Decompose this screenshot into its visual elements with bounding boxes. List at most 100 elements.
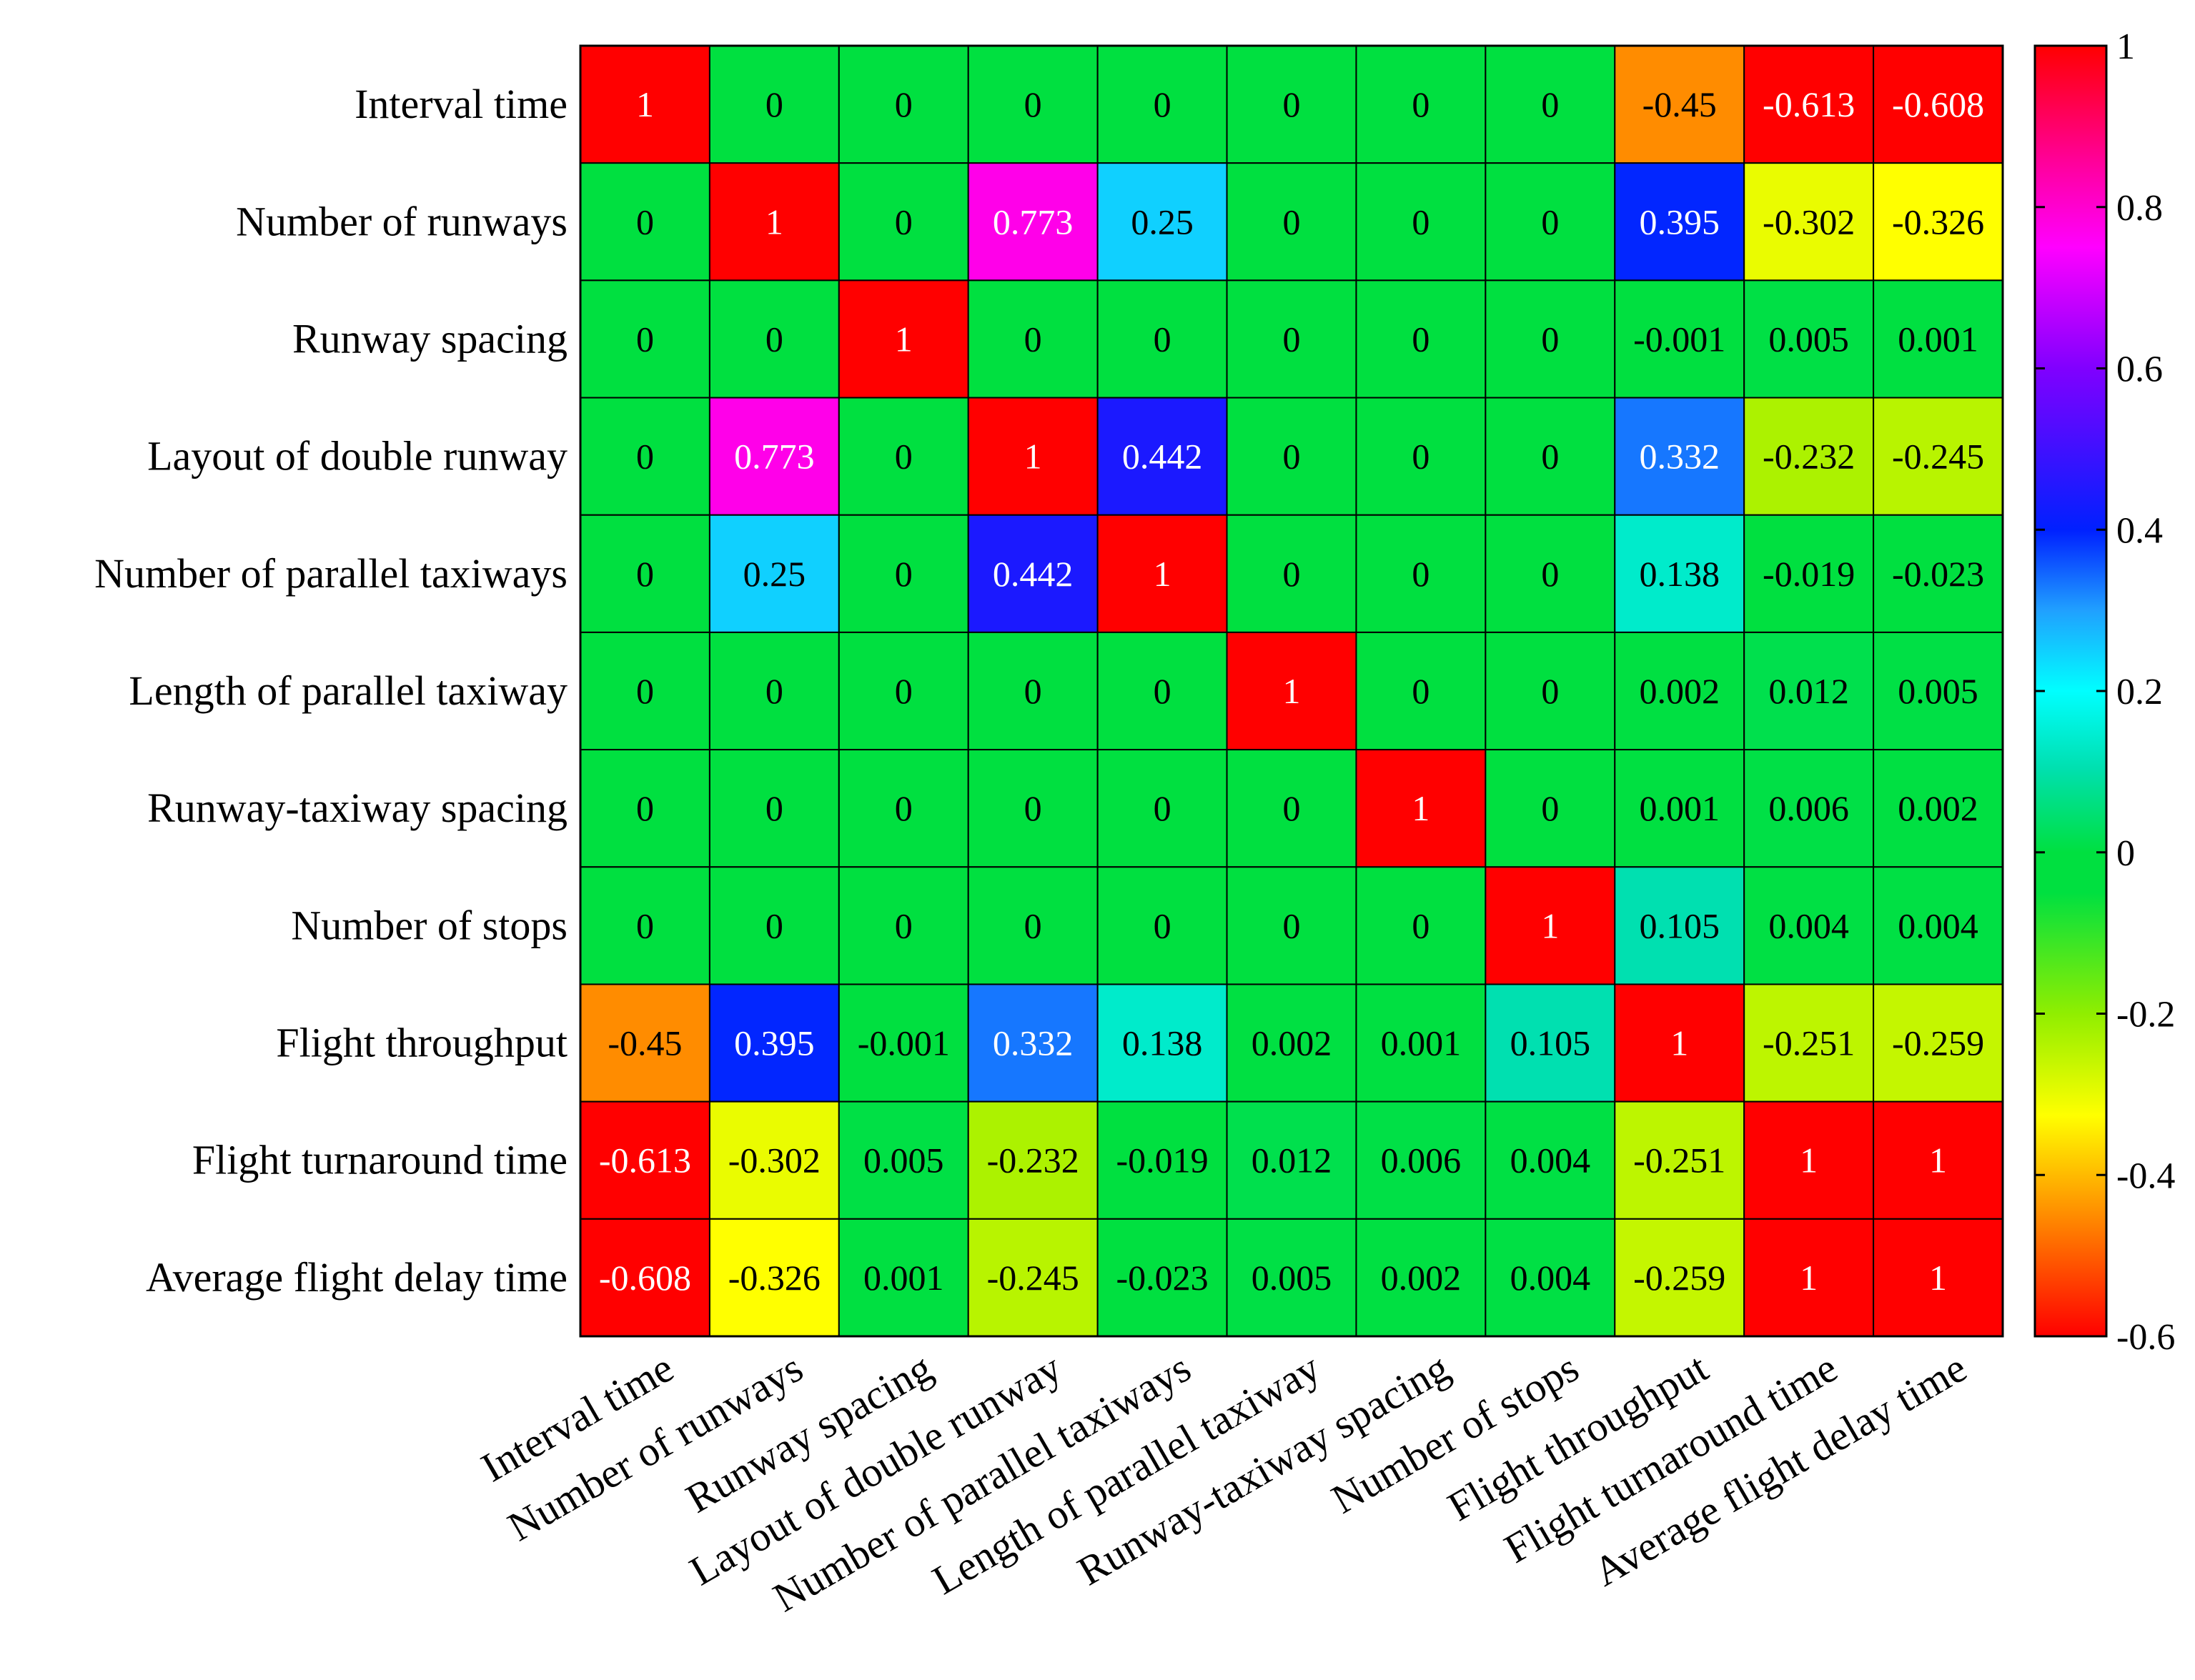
heatmap-cell xyxy=(1743,983,1875,1103)
heatmap-cell-value: 0 xyxy=(636,671,654,711)
heatmap-cell-value: 0.773 xyxy=(734,437,815,477)
heatmap-cell-value: 0 xyxy=(636,319,654,359)
heatmap-cell-value: -0.245 xyxy=(987,1258,1079,1298)
heatmap-cell xyxy=(1614,1218,1745,1338)
heatmap-cell-value: 1 xyxy=(636,84,654,124)
heatmap-cell-value: -0.019 xyxy=(1763,554,1855,594)
heatmap-cell xyxy=(1226,45,1357,164)
heatmap-cell-value: 1 xyxy=(1929,1140,1947,1181)
heatmap-cell xyxy=(1873,631,2003,751)
heatmap-cell xyxy=(1226,1218,1357,1338)
heatmap-cell-value: 0 xyxy=(1541,84,1559,124)
colorbar-gradient xyxy=(2033,44,2108,1338)
heatmap-cell xyxy=(708,514,840,633)
heatmap-cell-value: 0.002 xyxy=(1381,1258,1462,1298)
colorbar-tick-label: 0.6 xyxy=(2116,349,2163,390)
heatmap-cell xyxy=(1226,1100,1357,1220)
heatmap-cell-value: -0.45 xyxy=(1642,84,1717,124)
heatmap-cell xyxy=(1096,1100,1228,1220)
heatmap-cell-value: 0.002 xyxy=(1252,1023,1332,1063)
heatmap-cell-value: 1 xyxy=(1541,905,1559,945)
heatmap-cell-value: 0.105 xyxy=(1510,1023,1591,1063)
heatmap-cell xyxy=(1485,162,1616,282)
heatmap-cell-value: -0.613 xyxy=(1763,84,1855,124)
heatmap-cell xyxy=(967,631,1099,751)
heatmap-cell xyxy=(1873,866,2003,985)
heatmap-cell xyxy=(1355,514,1487,633)
heatmap-cell-value: 0 xyxy=(765,84,783,124)
heatmap-cell-value: 0 xyxy=(895,905,913,945)
heatmap-cell-value: 0.332 xyxy=(1639,437,1720,477)
heatmap-cell-value: -0.001 xyxy=(1633,319,1725,359)
heatmap-cell-value: 0 xyxy=(636,437,654,477)
heatmap-cell xyxy=(708,1218,840,1338)
heatmap-cell xyxy=(1226,162,1357,282)
heatmap-cell-value: 0 xyxy=(895,788,913,828)
heatmap-cell xyxy=(1096,866,1228,985)
y-axis-label: Flight turnaround time xyxy=(192,1137,568,1183)
heatmap-cell xyxy=(1614,631,1745,751)
heatmap-cell-value: -0.232 xyxy=(987,1140,1079,1181)
heatmap-cell xyxy=(1485,866,1616,985)
y-axis-label: Number of runways xyxy=(236,198,568,244)
heatmap-cell-value: 0 xyxy=(765,788,783,828)
heatmap-cell-value: 0.012 xyxy=(1252,1140,1332,1181)
heatmap-cell-value: 0 xyxy=(1541,202,1559,242)
heatmap-cell-value: 0.004 xyxy=(1510,1140,1591,1181)
y-axis-label: Average flight delay time xyxy=(146,1254,568,1301)
heatmap-cell-value: 0.138 xyxy=(1639,554,1720,594)
heatmap-cell-value: 0.105 xyxy=(1639,905,1720,945)
heatmap-cell xyxy=(1485,1218,1616,1338)
heatmap-cell xyxy=(967,162,1099,282)
heatmap-cell-value: -0.608 xyxy=(599,1258,691,1298)
heatmap-cell-value: 0 xyxy=(1283,905,1301,945)
heatmap-cell-value: 1 xyxy=(1929,1258,1947,1298)
heatmap-cell xyxy=(1743,514,1875,633)
heatmap-cell xyxy=(838,514,969,633)
heatmap-cell-value: 0 xyxy=(1283,554,1301,594)
heatmap-cell xyxy=(708,631,840,751)
heatmap-cell-value: -0.259 xyxy=(1633,1258,1725,1298)
colorbar-tick-label: 1 xyxy=(2116,26,2135,67)
heatmap-cell-value: 1 xyxy=(1024,437,1042,477)
colorbar-tick-label: 0.8 xyxy=(2116,188,2163,229)
heatmap-cell xyxy=(1873,749,2003,868)
heatmap-cell-value: 0 xyxy=(1541,788,1559,828)
heatmap-cell xyxy=(1226,866,1357,985)
y-axis-label: Runway-taxiway spacing xyxy=(147,785,568,831)
heatmap-cell-value: 0 xyxy=(1412,319,1430,359)
heatmap-cell-value: 0 xyxy=(1024,319,1042,359)
heatmap-cell-value: 0 xyxy=(1024,84,1042,124)
colorbar-tick-label: 0.4 xyxy=(2116,510,2163,551)
heatmap-cell-value: 0.004 xyxy=(1768,905,1849,945)
heatmap-frame xyxy=(579,44,2004,1338)
colorbar-tick-label: -0.4 xyxy=(2116,1155,2175,1196)
y-axis-label: Length of parallel taxiway xyxy=(129,667,568,714)
heatmap-cell xyxy=(1743,397,1875,516)
heatmap-cell-value: 1 xyxy=(1800,1258,1818,1298)
heatmap-cell xyxy=(967,1100,1099,1220)
heatmap-cell xyxy=(1355,397,1487,516)
heatmap-cell-value: 0.442 xyxy=(1122,437,1203,477)
y-axis-labels: Interval time Number of runways Runway spa… xyxy=(94,81,568,1301)
heatmap-cell-value: 0.006 xyxy=(1381,1140,1462,1181)
heatmap-cell-value: 0 xyxy=(636,554,654,594)
heatmap-cell xyxy=(1743,866,1875,985)
heatmap-cell-value: 0.004 xyxy=(1510,1258,1591,1298)
heatmap-cell-value: 0.001 xyxy=(1639,788,1720,828)
heatmap-cell-value: 0.006 xyxy=(1768,788,1849,828)
heatmap-cell xyxy=(1873,1218,2003,1338)
heatmap-cell-value: 0 xyxy=(1154,319,1171,359)
heatmap-cell xyxy=(1485,1100,1616,1220)
heatmap-cell xyxy=(1096,279,1228,399)
colorbar-tick-label: 0 xyxy=(2116,833,2135,874)
heatmap-cell-value: 0.001 xyxy=(863,1258,944,1298)
heatmap-cell xyxy=(580,983,710,1103)
heatmap-cell xyxy=(1485,983,1616,1103)
heatmap-cell xyxy=(838,1218,969,1338)
heatmap-cell xyxy=(1355,983,1487,1103)
heatmap-cell-value: 0 xyxy=(765,671,783,711)
heatmap-cell xyxy=(580,866,710,985)
